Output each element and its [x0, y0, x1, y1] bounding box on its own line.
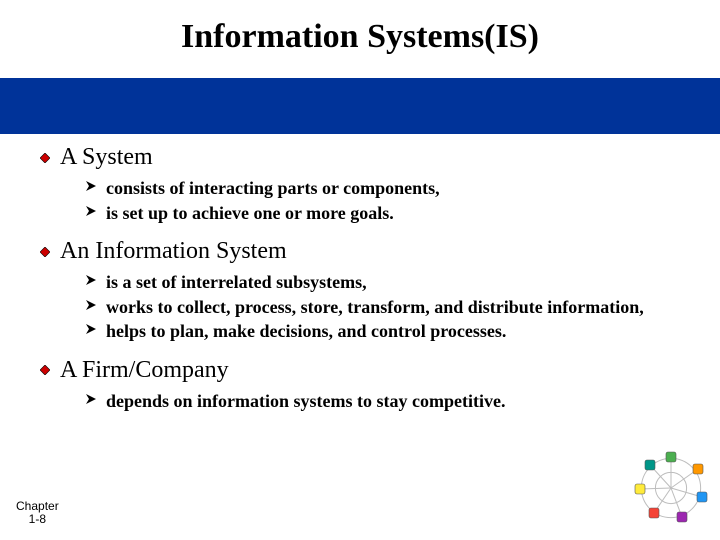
- list-item: is set up to achieve one or more goals.: [86, 202, 680, 225]
- list-item: consists of interacting parts or compone…: [86, 177, 680, 200]
- list-item: works to collect, process, store, transf…: [86, 296, 680, 319]
- section-firm-company: A Firm/Company depends on information sy…: [40, 357, 680, 413]
- list-item-text: depends on information systems to stay c…: [106, 390, 505, 413]
- diamond-bullet-icon: [40, 247, 50, 257]
- arrow-bullet-icon: [86, 300, 96, 310]
- title-underline-band: [0, 78, 720, 134]
- section-title-text: An Information System: [60, 238, 287, 265]
- sub-list: depends on information systems to stay c…: [40, 390, 680, 413]
- section-title-text: A Firm/Company: [60, 357, 229, 384]
- section-heading: An Information System: [40, 238, 680, 265]
- list-item: depends on information systems to stay c…: [86, 390, 680, 413]
- diamond-bullet-icon: [40, 153, 50, 163]
- network-graphic-icon: [632, 449, 710, 532]
- sub-list: consists of interacting parts or compone…: [40, 177, 680, 224]
- section-heading: A Firm/Company: [40, 357, 680, 384]
- sub-list: is a set of interrelated subsystems, wor…: [40, 271, 680, 343]
- list-item: is a set of interrelated subsystems,: [86, 271, 680, 294]
- arrow-bullet-icon: [86, 324, 96, 334]
- list-item: helps to plan, make decisions, and contr…: [86, 320, 680, 343]
- slide-root: Information Systems(IS) A System consist…: [0, 0, 720, 540]
- section-title-text: A System: [60, 144, 153, 171]
- list-item-text: helps to plan, make decisions, and contr…: [106, 320, 506, 343]
- slide-footer: Chapter 1-8: [16, 500, 59, 526]
- section-heading: A System: [40, 144, 680, 171]
- section-system: A System consists of interacting parts o…: [40, 144, 680, 224]
- list-item-text: works to collect, process, store, transf…: [106, 296, 644, 319]
- arrow-bullet-icon: [86, 206, 96, 216]
- arrow-bullet-icon: [86, 394, 96, 404]
- diamond-bullet-icon: [40, 365, 50, 375]
- list-item-text: consists of interacting parts or compone…: [106, 177, 440, 200]
- section-information-system: An Information System is a set of interr…: [40, 238, 680, 343]
- list-item-text: is set up to achieve one or more goals.: [106, 202, 394, 225]
- arrow-bullet-icon: [86, 181, 96, 191]
- arrow-bullet-icon: [86, 275, 96, 285]
- footer-line2: 1-8: [16, 513, 59, 526]
- footer-line1: Chapter: [16, 500, 59, 513]
- slide-title: Information Systems(IS): [0, 0, 720, 56]
- content-area: A System consists of interacting parts o…: [0, 134, 720, 412]
- list-item-text: is a set of interrelated subsystems,: [106, 271, 367, 294]
